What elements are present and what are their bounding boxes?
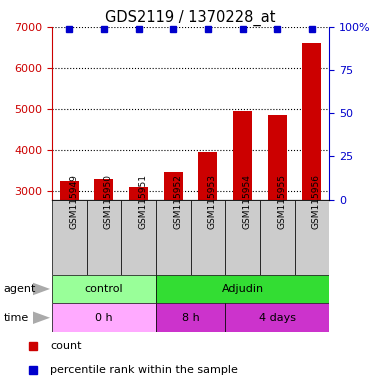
Text: time: time xyxy=(4,313,29,323)
Text: GSM115949: GSM115949 xyxy=(69,174,78,229)
Text: count: count xyxy=(50,341,82,351)
Bar xyxy=(52,303,156,332)
Text: agent: agent xyxy=(4,284,36,294)
Text: Adjudin: Adjudin xyxy=(221,284,264,294)
Text: GSM115950: GSM115950 xyxy=(104,174,113,229)
Text: GSM115954: GSM115954 xyxy=(243,174,251,229)
Bar xyxy=(52,200,87,275)
Bar xyxy=(156,303,225,332)
Bar xyxy=(129,187,148,315)
Text: GSM115955: GSM115955 xyxy=(277,174,286,229)
Text: 4 days: 4 days xyxy=(259,313,296,323)
Bar xyxy=(268,115,287,315)
Bar xyxy=(260,200,295,275)
Bar xyxy=(164,172,183,315)
Bar xyxy=(191,200,225,275)
Bar xyxy=(121,200,156,275)
Bar xyxy=(156,200,191,275)
Text: GSM115951: GSM115951 xyxy=(139,174,147,229)
Bar xyxy=(60,181,79,315)
Text: percentile rank within the sample: percentile rank within the sample xyxy=(50,364,238,375)
Bar xyxy=(52,275,156,303)
Polygon shape xyxy=(33,283,50,295)
Text: 0 h: 0 h xyxy=(95,313,113,323)
Text: control: control xyxy=(85,284,123,294)
Bar xyxy=(295,200,329,275)
Text: 8 h: 8 h xyxy=(182,313,199,323)
Bar xyxy=(198,152,218,315)
Bar xyxy=(87,200,121,275)
Bar xyxy=(225,303,329,332)
Bar xyxy=(233,111,252,315)
Polygon shape xyxy=(33,311,50,324)
Bar xyxy=(225,200,260,275)
Bar xyxy=(94,179,114,315)
Title: GDS2119 / 1370228_at: GDS2119 / 1370228_at xyxy=(105,9,276,25)
Text: GSM115956: GSM115956 xyxy=(312,174,321,229)
Text: GSM115953: GSM115953 xyxy=(208,174,217,229)
Text: GSM115952: GSM115952 xyxy=(173,174,182,229)
Bar xyxy=(156,275,329,303)
Bar xyxy=(302,43,321,315)
